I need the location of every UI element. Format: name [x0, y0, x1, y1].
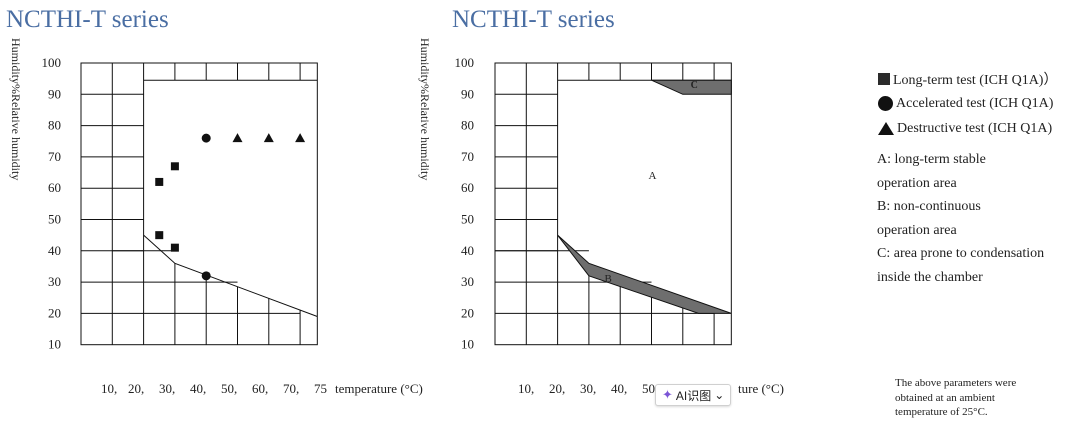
- right-y-tick-label: 20: [461, 305, 474, 320]
- legend-label-destructive: Destructive test (ICH Q1A): [897, 120, 1053, 136]
- legend-item-long-term: Long-term test (ICH Q1A)）: [878, 66, 1082, 91]
- region-b-label: B: [605, 273, 612, 285]
- left-x-tick-label: 40,: [190, 381, 206, 396]
- region-a-label: A: [649, 170, 657, 182]
- long-term-test-marker: [155, 177, 164, 186]
- right-x-tick-label: 40,: [611, 381, 627, 396]
- left-x-tick-label: 50,: [221, 381, 237, 396]
- left-x-tick-label: 20,: [128, 381, 144, 396]
- right-x-tick-label: 10,: [518, 381, 534, 396]
- area-note-line: operation area: [877, 222, 957, 238]
- area-note-line: C: area prone to condensation: [877, 246, 1045, 261]
- left-y-tick-label: 50: [48, 212, 61, 227]
- sparkle-icon: ✦: [662, 387, 673, 402]
- ai-image-recognition-button[interactable]: ✦ AI识图 ⌄: [655, 384, 732, 406]
- area-note-line: inside the chamber: [877, 269, 983, 285]
- chart-title-right: NCTHI-T series: [452, 6, 615, 33]
- left-y-tick-label: 90: [48, 86, 61, 101]
- chevron-down-icon: ⌄: [714, 388, 725, 402]
- right-y-tick-label: 30: [461, 274, 474, 289]
- destructive-test-marker: [295, 133, 306, 143]
- destructive-test-marker: [232, 133, 243, 143]
- right-y-tick-label: 90: [461, 86, 474, 101]
- left-x-tick-label: 10,: [101, 381, 117, 396]
- area-notes: A: long-term stable operation area B: no…: [877, 148, 1077, 289]
- destructive-test-marker: [263, 133, 274, 143]
- right-y-axis-label: Humidity%Relative humidity: [418, 38, 432, 180]
- legend-label-long-term: Long-term test (ICH Q1A)）: [893, 72, 1058, 88]
- legend-circle-marker: [878, 96, 893, 111]
- region-c-area: [651, 79, 732, 95]
- footnote-line: obtained at an ambient: [895, 391, 995, 404]
- right-x-tick-label: 20,: [549, 381, 565, 396]
- chart-title-left: NCTHI-T series: [6, 6, 169, 33]
- left-y-tick-label: 20: [48, 305, 61, 320]
- right-y-tick-label: 80: [461, 118, 474, 133]
- left-x-tick-label: 30,: [159, 381, 175, 396]
- left-x-tick-label: 60,: [252, 381, 268, 396]
- right-y-tick-label: 50: [461, 212, 474, 227]
- legend: Long-term test (ICH Q1A)） Accelerated te…: [878, 66, 1082, 141]
- right-y-tick-label: 10: [461, 337, 474, 352]
- long-term-test-marker: [170, 162, 179, 171]
- right-x-tick-label: 50,: [642, 381, 658, 396]
- legend-square-marker: [878, 72, 890, 85]
- left-y-tick-label: 70: [48, 149, 61, 164]
- legend-triangle-marker: [878, 122, 894, 135]
- ai-badge-label: AI识图: [675, 388, 712, 403]
- long-term-test-marker: [170, 243, 179, 252]
- left-chart-plot-border: [80, 62, 318, 346]
- footnote-line: The above parameters were: [895, 377, 1017, 389]
- left-chart-grid: [80, 62, 318, 346]
- left-y-tick-label: 40: [48, 243, 61, 258]
- left-y-tick-label: 80: [48, 118, 61, 133]
- right-y-tick-label: 70: [461, 149, 474, 164]
- left-x-tick-label: 75: [314, 381, 327, 396]
- footnote: The above parameters were obtained at an…: [895, 376, 1055, 420]
- legend-item-destructive: Destructive test (ICH Q1A): [878, 116, 1082, 141]
- area-note-line: A: long-term stable: [877, 152, 986, 167]
- left-y-tick-label: 60: [48, 180, 61, 195]
- legend-item-accelerated: Accelerated test (ICH Q1A): [878, 91, 1082, 116]
- left-x-axis-label: temperature (°C): [335, 381, 423, 396]
- right-x-axis-label: ture (°C): [738, 381, 784, 396]
- right-y-tick-label: 100: [455, 55, 475, 70]
- footnote-line: temperature of 25°C.: [895, 406, 988, 418]
- right-y-tick-label: 60: [461, 180, 474, 195]
- right-y-tick-label: 40: [461, 243, 474, 258]
- left-y-tick-label: 100: [42, 55, 62, 70]
- area-note-line: operation area: [877, 175, 957, 191]
- left-x-tick-label: 70,: [283, 381, 299, 396]
- legend-label-accelerated: Accelerated test (ICH Q1A): [896, 95, 1054, 111]
- right-chart-grid: [494, 62, 732, 346]
- accelerated-test-marker: [201, 133, 211, 143]
- accelerated-test-marker: [201, 271, 211, 281]
- right-chart-plot-border: [494, 62, 732, 346]
- long-term-test-marker: [155, 231, 164, 240]
- region-c-label: C: [691, 80, 698, 91]
- left-y-axis-label: Humidity%Relative humidity: [9, 38, 23, 180]
- area-note-line: B: non-continuous: [877, 199, 981, 214]
- right-x-tick-label: 30,: [580, 381, 596, 396]
- region-b-area: [557, 234, 732, 314]
- left-y-tick-label: 10: [48, 337, 61, 352]
- left-chart-boundary-line: [143, 234, 318, 317]
- left-y-tick-label: 30: [48, 274, 61, 289]
